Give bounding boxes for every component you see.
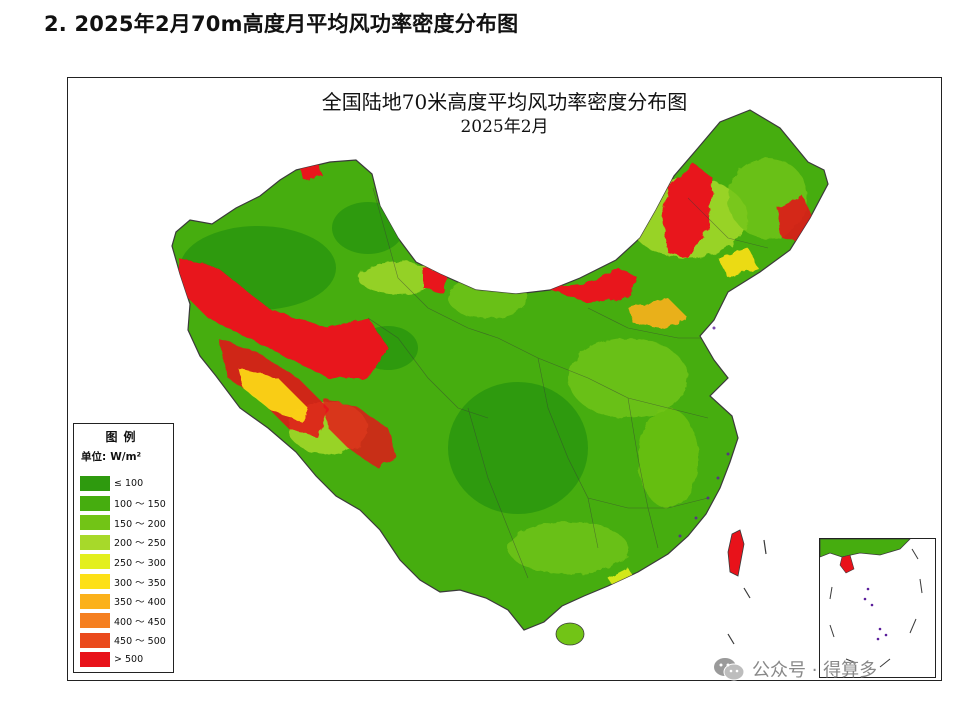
china-map-graphic bbox=[171, 109, 829, 646]
legend-item: 150 ～ 200 bbox=[80, 515, 166, 531]
legend-item-label: > 500 bbox=[114, 654, 144, 666]
watermark-text: 公众号 · 得算多 bbox=[752, 660, 878, 681]
legend-swatch bbox=[80, 476, 110, 491]
legend-swatch bbox=[80, 652, 110, 668]
legend-swatch bbox=[80, 574, 110, 589]
legend-item: 300 ～ 350 bbox=[80, 574, 166, 589]
legend-swatch bbox=[80, 534, 110, 550]
legend-item: 400 ～ 450 bbox=[80, 613, 166, 629]
legend-item-label: 400 ～ 450 bbox=[114, 616, 166, 628]
inset-map-graphic bbox=[820, 539, 923, 668]
legend-item-label: ≤ 100 bbox=[114, 478, 144, 489]
legend-item: 100 ～ 150 bbox=[80, 495, 166, 511]
legend-swatch bbox=[80, 495, 110, 511]
legend-item-label: 450 ～ 500 bbox=[114, 636, 166, 648]
map-subtitle: 2025年2月 bbox=[460, 117, 549, 137]
sichuan-basin-area bbox=[448, 382, 588, 514]
legend-unit-value: W/m² bbox=[110, 451, 142, 463]
legend-item: 200 ～ 250 bbox=[80, 534, 166, 550]
south-china-sea-inset bbox=[819, 538, 936, 678]
taiwan bbox=[727, 529, 745, 577]
legend-item: 350 ～ 400 bbox=[80, 593, 166, 609]
legend-item-label: 200 ～ 250 bbox=[114, 538, 166, 550]
legend-unit-label: 单位: bbox=[81, 451, 107, 463]
legend-item-label: 150 ～ 200 bbox=[114, 518, 166, 530]
legend-item-label: 300 ～ 350 bbox=[114, 577, 166, 589]
hainan bbox=[555, 622, 585, 646]
legend-item-label: 350 ～ 400 bbox=[114, 597, 166, 609]
legend-item: ≤ 100 bbox=[80, 476, 143, 491]
watermark: 公众号 · 得算多 bbox=[712, 656, 877, 682]
legend-item: 450 ～ 500 bbox=[80, 632, 166, 648]
map-legend: 图例 单位: W/m² ≤ 100 100 ～ 150 150 ～ 200 200 ～ … bbox=[73, 423, 174, 673]
legend-swatch bbox=[80, 554, 110, 570]
legend-item-label: 250 ～ 300 bbox=[114, 557, 166, 569]
legend-unit: 单位: W/m² bbox=[81, 449, 173, 464]
legend-title: 图例 bbox=[105, 430, 142, 444]
wechat-icon bbox=[714, 658, 745, 681]
junggar-basin bbox=[332, 202, 404, 254]
legend-swatch bbox=[80, 613, 110, 629]
legend-item-label: 100 ～ 150 bbox=[114, 499, 166, 511]
wind-power-density-map: 全国陆地70米高度平均风功率密度分布图 2025年2月 图例 单位: W/m² ≤… bbox=[67, 77, 942, 681]
map-title: 全国陆地70米高度平均风功率密度分布图 bbox=[321, 90, 688, 114]
legend-swatch bbox=[80, 515, 110, 531]
legend-swatch bbox=[80, 632, 110, 648]
legend-item: 250 ～ 300 bbox=[80, 554, 166, 570]
page-heading: 2. 2025年2月70m高度月平均风功率密度分布图 bbox=[44, 12, 519, 36]
legend-swatch bbox=[80, 593, 110, 609]
legend-item: > 500 bbox=[80, 652, 144, 668]
